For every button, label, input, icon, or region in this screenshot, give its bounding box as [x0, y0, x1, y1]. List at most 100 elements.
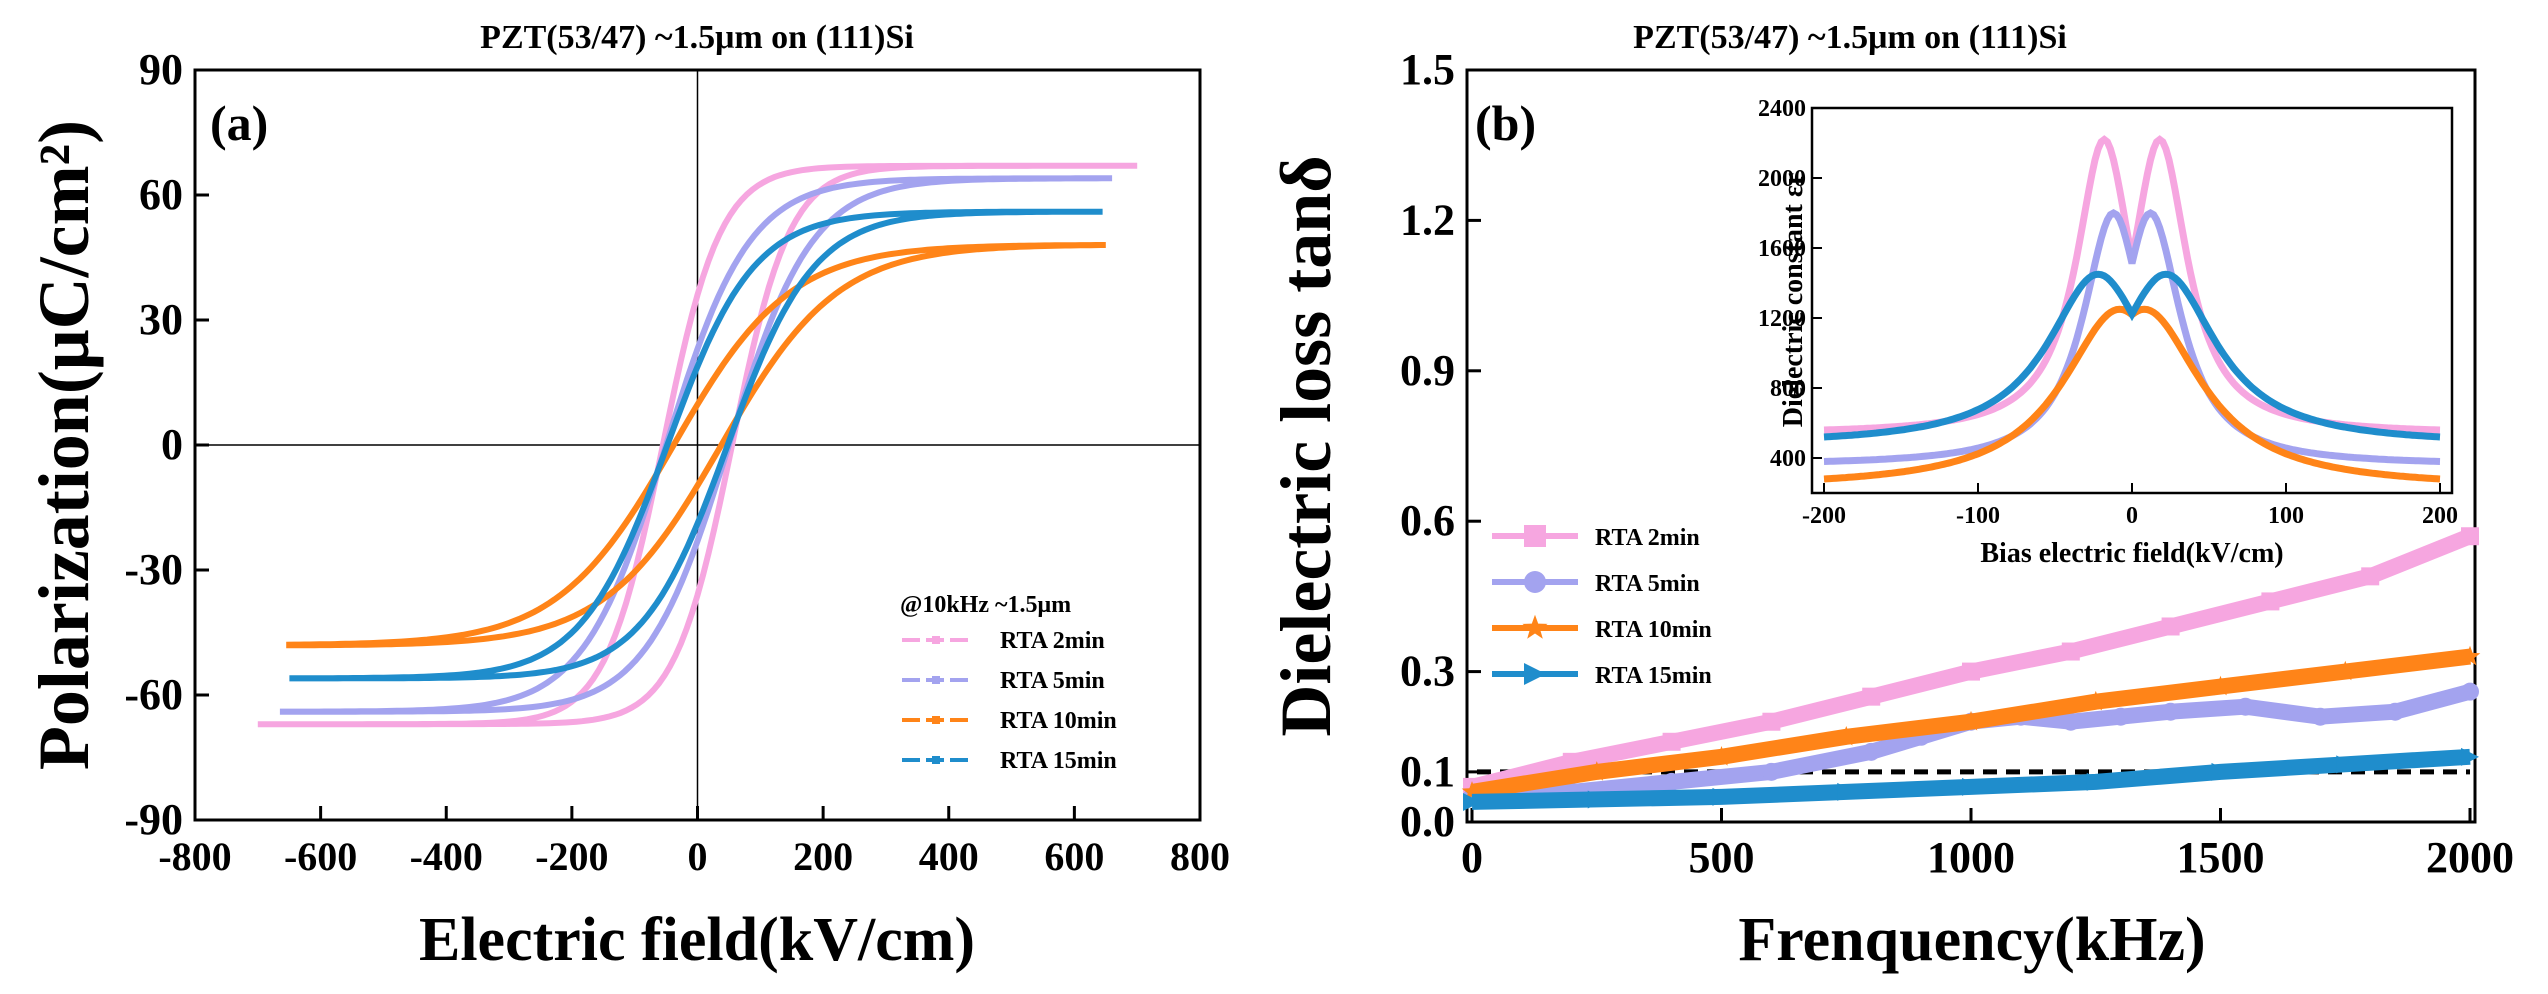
- x-tick-label: -600: [284, 834, 357, 879]
- legend-entry: RTA 15min: [1595, 663, 1712, 689]
- data-point: [1587, 790, 1606, 809]
- inset-ticks: -200 -100 0 100 200 400 800 1200 1600 2000 2400: [1758, 96, 2458, 529]
- panel-a-title: PZT(53/47) ~1.5μm on (111)Si: [480, 19, 914, 56]
- data-point: [1712, 787, 1731, 806]
- data-point: [2086, 772, 2105, 791]
- x-tick-label: 200: [793, 834, 853, 879]
- data-point: [2236, 697, 2255, 716]
- data-point: [1962, 777, 1980, 796]
- x-tick-label: 400: [919, 834, 979, 879]
- panel-a-x-axis-label: Electric field(kV/cm): [419, 906, 975, 974]
- data-point: [2459, 645, 2481, 666]
- data-point: [2386, 702, 2405, 721]
- data-point: [2111, 707, 2130, 726]
- y-tick-label: 0.0: [1400, 797, 1455, 846]
- inset-y-tick-label: 1600: [1758, 236, 1806, 262]
- y-tick-label: -90: [124, 795, 183, 844]
- data-point: [1586, 761, 1607, 781]
- data-point: [1836, 726, 1857, 746]
- legend-marker: [1522, 614, 1548, 639]
- y-tick-label: -30: [124, 545, 183, 594]
- y-tick-label: 30: [139, 295, 183, 344]
- panel-b-legend: RTA 2min RTA 5min RTA 10min RTA 15min: [1492, 525, 1712, 689]
- legend-marker: [932, 756, 940, 764]
- data-point: [2161, 617, 2180, 636]
- legend-marker: [1524, 525, 1546, 547]
- panel-b-label: (b): [1475, 95, 1536, 151]
- panel-a-ticks: -800 -600 -400 -200 0 200 400 600 800 -90 -60 -30 0 3…: [124, 45, 1230, 879]
- inset-x-tick-label: -100: [1956, 503, 2000, 529]
- inset-curves: [1823, 135, 2441, 483]
- y-tick-label: 1.5: [1400, 45, 1455, 94]
- y-tick-label: -60: [124, 670, 183, 719]
- panel-a-label: (a): [210, 95, 268, 151]
- data-point: [1461, 781, 1483, 801]
- x-tick-label: 2000: [2426, 833, 2514, 882]
- x-tick-label: -200: [535, 834, 608, 879]
- x-tick-label: 500: [1689, 833, 1755, 882]
- x-tick-label: -800: [158, 834, 231, 879]
- panel-a-legend: @10kHz ~1.5μm RTA 2min RTA 5min RTA 10min R…: [900, 592, 1117, 774]
- data-point: [2461, 527, 2479, 546]
- legend-marker: [932, 636, 940, 644]
- inset-x-tick-label: 0: [2126, 503, 2138, 529]
- data-point: [1837, 782, 1856, 801]
- inset-frame: [1810, 106, 2454, 495]
- data-point: [2311, 707, 2330, 726]
- data-point: [1862, 742, 1881, 761]
- inset-x-tick-label: 100: [2268, 503, 2304, 529]
- y-tick-label: 0.1: [1400, 747, 1455, 796]
- x-tick-label: 600: [1044, 834, 1104, 879]
- panel-a-y-axis-label: Polarization(μC/cm²): [24, 120, 104, 770]
- data-point: [1463, 792, 1481, 811]
- data-point: [2261, 592, 2280, 611]
- legend-entry: RTA 5min: [1595, 571, 1700, 597]
- data-point: [1762, 762, 1781, 781]
- legend-entry: RTA 15min: [1000, 748, 1117, 774]
- data-point: [2061, 712, 2080, 731]
- panel-b-x-axis-label: Frenquency(kHz): [1738, 906, 2205, 974]
- x-tick-label: -400: [410, 834, 483, 879]
- panel-a-legend-title: @10kHz ~1.5μm: [900, 592, 1071, 618]
- data-point: [1662, 732, 1681, 751]
- data-point: [1960, 710, 1982, 731]
- inset-y-tick-label: 2000: [1758, 166, 1806, 192]
- legend-entry: RTA 2min: [1595, 525, 1700, 551]
- hysteresis-loop-rta-1: [279, 175, 1113, 715]
- panel-a: PZT(53/47) ~1.5μm on (111)Si -800 -600 -40…: [24, 19, 1230, 974]
- data-point: [1762, 712, 1781, 731]
- y-tick-label: 0.9: [1400, 346, 1455, 395]
- data-point: [1562, 752, 1581, 771]
- x-tick-label: 800: [1170, 834, 1230, 879]
- legend-marker: [932, 676, 940, 684]
- legend-marker: [1524, 663, 1546, 685]
- hysteresis-loop-rta-0: [257, 162, 1138, 728]
- x-tick-label: 0: [1461, 833, 1483, 882]
- inset-y-tick-label: 1200: [1758, 306, 1806, 332]
- inset-x-tick-label: 200: [2422, 503, 2458, 529]
- y-tick-label: 1.2: [1400, 195, 1455, 244]
- legend-marker: [932, 716, 940, 724]
- hysteresis-loop-rta-3: [289, 208, 1103, 682]
- panel-b-curves: [1461, 527, 2481, 811]
- data-point: [1711, 746, 1732, 766]
- data-point: [2061, 642, 2080, 661]
- data-point: [1662, 772, 1681, 791]
- y-tick-label: 0.3: [1400, 647, 1455, 696]
- legend-entry: RTA 5min: [1000, 668, 1105, 694]
- legend-entry: RTA 2min: [1000, 628, 1105, 654]
- legend-entry: RTA 10min: [1000, 708, 1117, 734]
- inset-curve-rta-1: [1823, 209, 2441, 465]
- data-point: [2085, 690, 2106, 711]
- panel-b-y-axis-label: Dielectric loss tanδ: [1266, 155, 1346, 736]
- legend-marker: [1524, 571, 1546, 593]
- inset-y-tick-label: 400: [1770, 446, 1806, 472]
- panel-b-title: PZT(53/47) ~1.5μm on (111)Si: [1633, 19, 2067, 56]
- data-point: [2461, 682, 2479, 701]
- x-tick-label: 0: [688, 834, 708, 879]
- data-point: [1862, 687, 1881, 706]
- data-point: [2211, 762, 2230, 781]
- data-point: [2210, 675, 2231, 696]
- y-tick-label: 0: [161, 420, 183, 469]
